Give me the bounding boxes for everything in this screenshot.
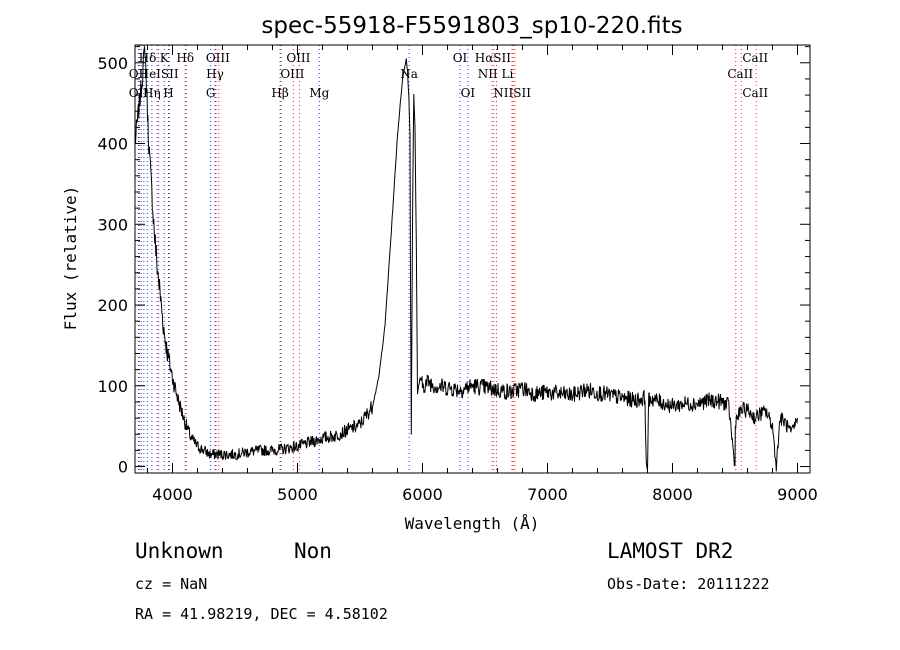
line-id-label: G <box>206 86 216 100</box>
chart-title: spec-55918-F5591803_sp10-220.fits <box>261 13 682 39</box>
line-id-label: K <box>160 51 170 65</box>
line-id-label: CaII <box>742 51 768 65</box>
line-id-label: OII <box>129 67 149 81</box>
line-id-label: Hδ <box>176 51 194 65</box>
x-tick-label: 4000 <box>152 485 193 504</box>
y-tick-label: 400 <box>97 135 128 154</box>
line-id-label: HαSII <box>475 51 512 65</box>
plot-frame <box>134 44 811 474</box>
line-id-label: OIII <box>286 51 310 65</box>
x-tick-label: 6000 <box>402 485 443 504</box>
line-id-label: NII Li <box>478 67 514 81</box>
obs-date-label: Obs-Date: 20111222 <box>607 575 770 593</box>
line-id-label: CaII <box>727 67 753 81</box>
subclass-label: Non <box>294 539 332 563</box>
line-id-label: Hγ <box>206 67 224 81</box>
line-id-label: CaII <box>742 86 768 100</box>
line-id-label: Hη <box>143 86 161 100</box>
line-id-label: OIII <box>206 51 230 65</box>
line-id-label: OI <box>461 86 476 100</box>
line-id-label: HeISII <box>139 67 179 81</box>
line-id-label: H <box>163 86 173 100</box>
x-tick-label: 7000 <box>527 485 568 504</box>
line-id-label: OIII <box>280 67 304 81</box>
y-tick-label: 0 <box>118 458 128 477</box>
plot-area: 4000 5000 6000 7000 8000 9000 0 100 200 300 400 500… <box>97 44 818 504</box>
line-id-label: Hδ <box>139 51 157 65</box>
y-tick-label: 200 <box>97 296 128 315</box>
survey-label: LAMOST DR2 <box>607 539 733 563</box>
line-id-label: OI <box>453 51 468 65</box>
line-id-label: NIISII <box>493 86 531 100</box>
line-id-label: Na <box>400 67 418 81</box>
y-tick-label: 500 <box>97 54 128 73</box>
y-tick-label: 100 <box>97 377 128 396</box>
line-id-label: Hβ <box>271 86 288 100</box>
coordinates-label: RA = 41.98219, DEC = 4.58102 <box>135 605 388 623</box>
x-tick-label: 9000 <box>777 485 818 504</box>
y-tick-label: 300 <box>97 215 128 234</box>
spectrum-line <box>134 46 798 472</box>
class-label: Unknown <box>135 539 224 563</box>
line-id-label: Mg <box>309 86 329 100</box>
x-tick-label: 5000 <box>277 485 318 504</box>
line-id-label: OII <box>129 86 149 100</box>
redshift-label: cz = NaN <box>135 575 207 593</box>
y-axis-label: Flux (relative) <box>61 186 80 331</box>
x-tick-label: 8000 <box>652 485 693 504</box>
x-axis-label: Wavelength (Å) <box>405 514 540 533</box>
